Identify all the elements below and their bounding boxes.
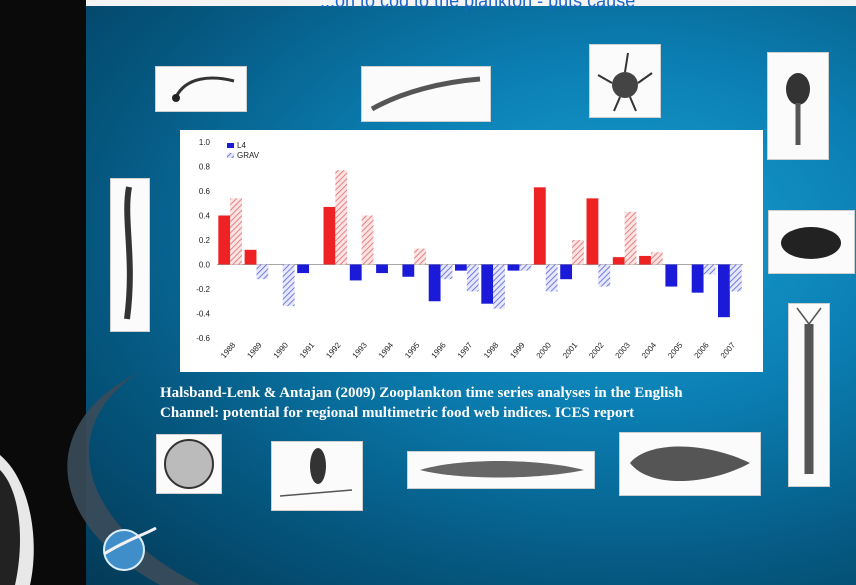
flatfish-larva-icon [619, 432, 761, 496]
x-tick-label: 1996 [429, 340, 448, 360]
bar-grav-2006 [703, 264, 716, 275]
bar-l4-1998 [481, 264, 494, 304]
x-tick-label: 2001 [561, 340, 580, 360]
bar-l4-2001 [560, 264, 573, 280]
x-tick-label: 1999 [508, 340, 527, 360]
legend-label-grav: GRAV [237, 151, 260, 160]
legend: L4 GRAV [227, 141, 260, 160]
copepod-small-icon [271, 441, 363, 511]
caption-line-2: Channel: potential for regional multimet… [160, 405, 635, 421]
x-tick-label: 2006 [692, 340, 711, 360]
bar-chart: 1.0 0.8 0.6 0.4 0.2 0.0 -0.2 -0.4 -0.6 1988 1989 1… [180, 130, 763, 372]
bar-l4-1992 [323, 206, 336, 265]
bar-l4-1993 [349, 264, 362, 281]
bar-grav-1992 [335, 170, 348, 265]
y-tick-label: 0.2 [199, 236, 211, 245]
bar-l4-2000 [533, 187, 546, 265]
bars [218, 170, 742, 318]
y-tick-label: -0.4 [196, 310, 210, 319]
x-tick-label: 2002 [587, 340, 606, 360]
x-tick-label: 1998 [482, 340, 501, 360]
bar-l4-1991 [297, 264, 310, 274]
x-tick-label: 2005 [666, 340, 685, 360]
bar-l4-2005 [665, 264, 678, 287]
bar-grav-1988 [230, 198, 242, 265]
y-tick-label: 0.4 [199, 212, 211, 221]
worm-larva-icon [155, 66, 247, 112]
bar-l4-1997 [455, 264, 467, 271]
x-tick-label: 1989 [245, 340, 264, 360]
bar-grav-2007 [729, 264, 742, 292]
bar-l4-1995 [402, 264, 415, 277]
x-tick-label: 1994 [377, 340, 396, 360]
x-tick-label: 2003 [614, 340, 633, 360]
y-tick-label: -0.2 [196, 285, 210, 294]
x-tick-label: 1993 [351, 340, 370, 360]
x-tick-label: 2000 [535, 340, 554, 360]
bar-grav-1995 [414, 248, 427, 265]
slide-title-cutoff: ...on to cod to the plankton - puts caus… [320, 0, 636, 11]
bar-l4-2003 [612, 257, 625, 265]
bar-grav-1997 [466, 264, 479, 292]
x-tick-label: 1988 [219, 340, 238, 360]
bar-grav-2001 [572, 240, 584, 265]
bar-l4-2007 [718, 264, 730, 318]
y-tick-label: 1.0 [199, 138, 211, 147]
y-tick-label: 0.6 [199, 187, 211, 196]
top-strip [86, 0, 856, 6]
bar-grav-1998 [493, 264, 505, 309]
x-tick-label: 1995 [403, 340, 422, 360]
bar-l4-1994 [376, 264, 388, 274]
y-tick-label: -0.6 [196, 334, 210, 343]
bar-l4-2002 [586, 198, 599, 265]
globe-logo-icon [96, 520, 158, 576]
bar-grav-2003 [624, 211, 637, 265]
legend-swatch-l4 [227, 143, 234, 148]
arrow-worm-icon [361, 66, 491, 122]
x-tick-label: 1992 [324, 340, 343, 360]
shrimp-larva-icon [767, 52, 829, 160]
bar-l4-1996 [428, 264, 441, 302]
bar-l4-1988 [218, 215, 231, 265]
caption-line-1: Halsband-Lenk & Antajan (2009) Zooplankt… [160, 385, 683, 401]
bar-grav-1993 [361, 215, 374, 265]
y-tick-label: 0.8 [199, 163, 211, 172]
x-tick-label: 2004 [640, 340, 659, 360]
bar-grav-2004 [650, 252, 663, 265]
legend-swatch-grav [227, 153, 234, 158]
bar-l4-1989 [244, 249, 257, 265]
bar-grav-2002 [598, 264, 611, 287]
fish-larva-icon [407, 451, 595, 489]
x-tick-label: 1991 [298, 340, 317, 360]
bar-grav-1990 [282, 264, 295, 307]
bar-grav-1999 [519, 264, 532, 271]
bar-l4-2004 [639, 255, 651, 265]
bar-l4-2006 [691, 264, 704, 293]
fish-egg-icon [156, 434, 222, 494]
crab-larva-icon [589, 44, 661, 118]
y-axis-ticks: 1.0 0.8 0.6 0.4 0.2 0.0 -0.2 -0.4 -0.6 [196, 138, 743, 343]
mysid-shrimp-icon [788, 303, 830, 487]
bar-grav-2000 [545, 264, 558, 292]
y-tick-label: 0.0 [199, 261, 211, 270]
bar-grav-1989 [256, 264, 269, 280]
x-tick-label: 2007 [719, 340, 738, 360]
left-black-bar [0, 0, 86, 585]
legend-label-l4: L4 [237, 141, 246, 150]
x-tick-label: 1997 [456, 340, 475, 360]
x-tick-label: 1990 [272, 340, 291, 360]
x-axis-ticks: 1988 1989 1990 1991 1992 1993 1994 1995 1996 1997… [219, 340, 737, 360]
bar-l4-1999 [507, 264, 520, 271]
polychaete-icon [110, 178, 150, 332]
copepod-icon [768, 210, 855, 274]
bar-grav-1996 [440, 264, 453, 280]
citation-caption: Halsband-Lenk & Antajan (2009) Zooplankt… [160, 383, 800, 423]
